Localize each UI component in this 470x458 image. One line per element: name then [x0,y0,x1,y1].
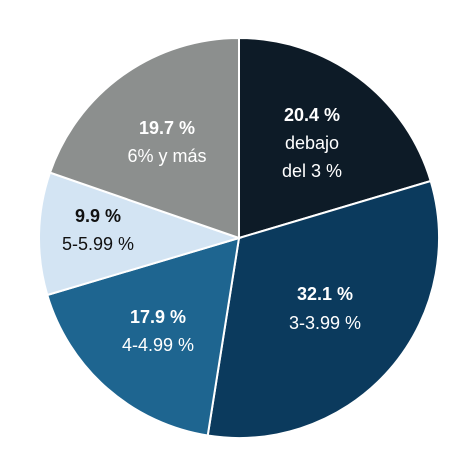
pie-slice-3 [46,236,241,437]
slice-3-percent-label: 17.9 % [130,307,186,327]
slice-3-category-label: 4-4.99 % [122,335,194,355]
slice-5-percent-label: 19.7 % [139,118,195,138]
slice-2-percent-label: 32.1 % [297,284,353,304]
pie-labels: 20.4 % debajo del 3 % 32.1 % 3-3.99 % 17… [62,105,361,355]
slice-1-percent-label: 20.4 % [284,105,340,125]
pie-slice-4 [38,171,243,297]
pie-slice-2 [206,179,440,439]
slice-2-category-label: 3-3.99 % [289,313,361,333]
pie-slice-5 [48,36,240,240]
pie-slice-1 [238,36,432,240]
slice-1-category-label-line-2: del 3 % [282,161,342,181]
slice-4-category-label: 5-5.99 % [62,234,134,254]
pie-slices [38,36,440,439]
slice-1-category-label-line-1: debajo [285,133,339,153]
slice-5-category-label: 6% y más [127,146,206,166]
slice-4-percent-label: 9.9 % [75,206,121,226]
